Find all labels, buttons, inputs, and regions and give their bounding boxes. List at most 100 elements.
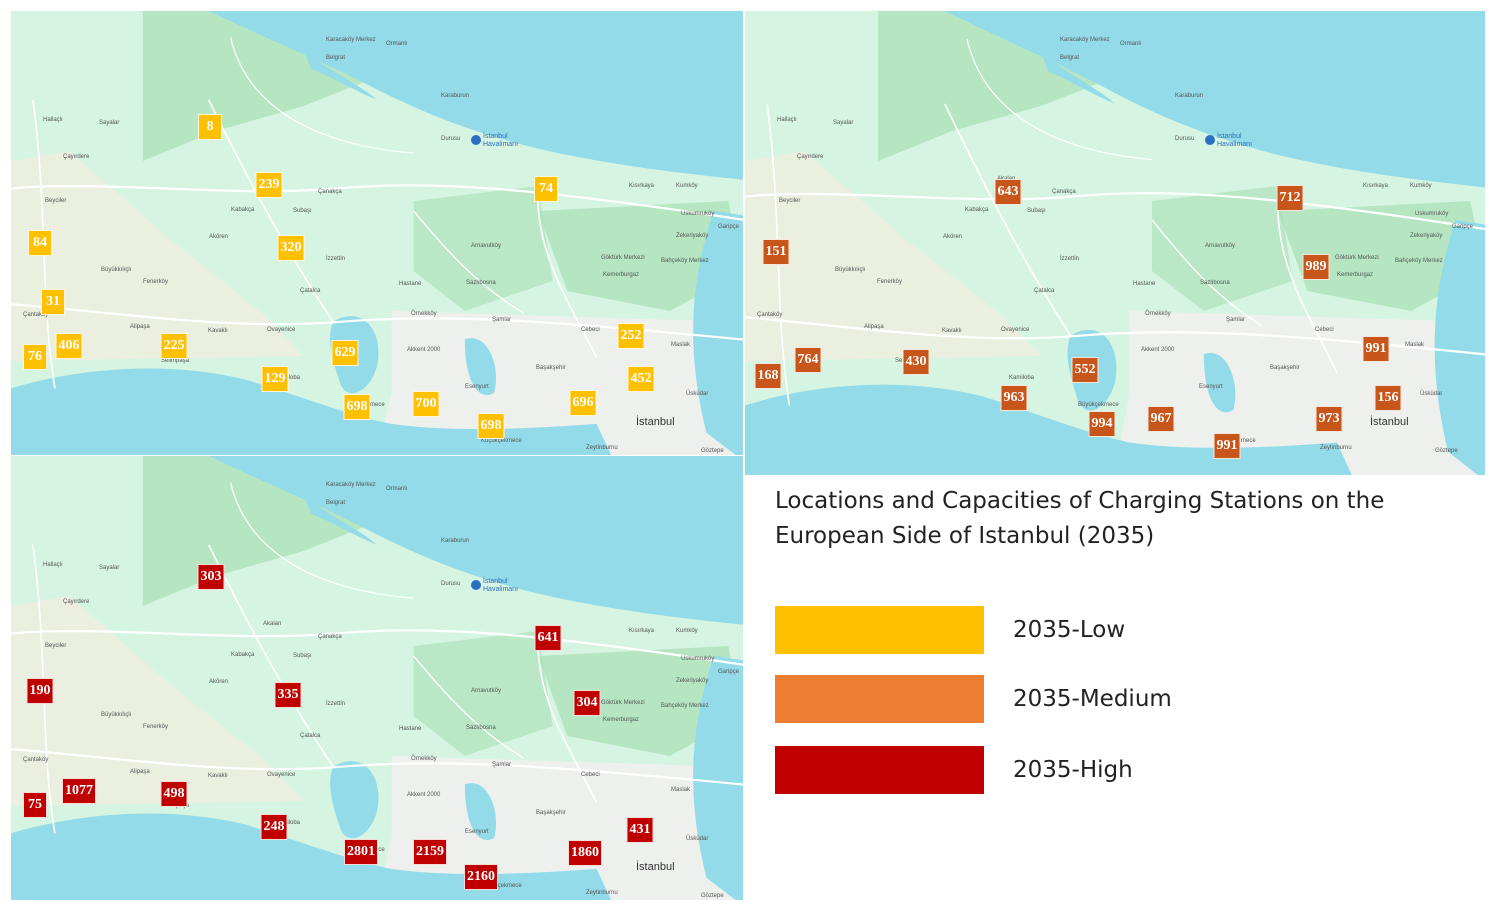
place-label: Kemerburgaz: [1337, 272, 1374, 278]
place-label: Durusu: [441, 136, 461, 142]
station-marker-low: 698: [343, 394, 371, 420]
place-label: Çayırdere: [63, 599, 90, 605]
place-label: Sayalar: [99, 120, 120, 126]
station-marker-medium: 764: [794, 347, 822, 373]
legend-swatch-medium: [775, 675, 984, 723]
legend-item-medium: 2035-Medium: [775, 675, 1172, 723]
station-marker-high: 248: [260, 814, 288, 840]
legend-label-high: 2035-High: [1013, 757, 1133, 783]
station-marker-high: 335: [274, 682, 302, 708]
place-label: Akören: [209, 234, 229, 240]
place-label: Karaburun: [1175, 93, 1204, 99]
station-marker-low: 700: [412, 391, 440, 417]
airport-icon: [471, 135, 481, 145]
place-label: Fenerköy: [143, 724, 169, 730]
place-label: Küçükçekmece: [481, 883, 522, 889]
place-label: Sazlıbosna: [466, 280, 496, 286]
place-label: Göztepe: [701, 448, 724, 454]
place-label: Beyciler: [45, 198, 67, 204]
station-marker-medium: 643: [994, 179, 1022, 205]
station-marker-medium: 994: [1088, 411, 1116, 437]
place-label: Hallaçlı: [777, 117, 797, 123]
station-marker-low: 8: [198, 114, 222, 140]
place-label: Karacaköy Merkez: [326, 482, 376, 488]
station-marker-high: 2159: [413, 839, 447, 865]
place-label: Uskumruköy: [681, 656, 715, 662]
station-marker-low: 239: [255, 172, 283, 198]
airport-label: İstanbul Havalimanı: [1217, 133, 1253, 148]
place-label: Karaburun: [441, 538, 470, 544]
place-label: Kamiloba: [275, 820, 301, 826]
place-label: Ormanlı: [386, 41, 408, 47]
place-label: Zekeriyaköy: [676, 233, 709, 239]
place-label: Çatalca: [300, 288, 321, 294]
place-label: Zekeriyaköy: [676, 678, 709, 684]
legend-item-low: 2035-Low: [775, 606, 1125, 654]
place-label: Kemerburgaz: [603, 717, 640, 723]
place-label: Büyükkılıçlı: [101, 267, 132, 273]
legend-title: Locations and Capacities of Charging Sta…: [775, 488, 1385, 549]
legend-item-high: 2035-High: [775, 746, 1133, 794]
place-label: Çayırdere: [63, 154, 90, 160]
airport-label: İstanbul Havalimanı: [483, 133, 519, 148]
station-marker-medium: 712: [1276, 185, 1304, 211]
station-marker-low: 76: [23, 344, 47, 370]
place-label: Kumköy: [676, 183, 698, 189]
place-label: Hastane: [399, 726, 422, 732]
place-label: Belgrat: [326, 500, 346, 506]
place-label: Arnavutköy: [1205, 243, 1236, 249]
place-label: Çatalca: [1034, 288, 1055, 294]
place-label: Bahçeköy Merkez: [1395, 258, 1443, 264]
station-marker-low: 31: [41, 289, 65, 315]
place-label: Zeytinburnu: [586, 445, 618, 451]
place-label: Büyükkılıçlı: [101, 712, 132, 718]
station-marker-high: 190: [26, 678, 54, 704]
place-label: Çantaköy: [23, 312, 49, 318]
place-label: Büyükkılıçlı: [835, 267, 866, 273]
station-marker-high: 431: [626, 817, 654, 843]
airport-label: İstanbul Havalimanı: [483, 578, 519, 593]
place-label: Subaşı: [1027, 208, 1046, 214]
place-label: Çantaköy: [23, 757, 49, 763]
place-label: Bahçeköy Merkez: [661, 258, 709, 264]
place-label: Çayırdere: [797, 154, 824, 160]
place-label: İstanbul: [636, 861, 675, 873]
place-label: Kısırkaya: [629, 628, 655, 634]
place-label: Subaşı: [293, 208, 312, 214]
place-label: Başakşehir: [536, 810, 566, 816]
place-label: Alipaşa: [864, 324, 884, 330]
station-marker-medium: 991: [1362, 336, 1390, 362]
place-label: Zeytinburnu: [1320, 445, 1352, 451]
place-label: Başakşehir: [1270, 365, 1300, 371]
station-marker-high: 2160: [464, 864, 498, 890]
place-label: Garipçe: [718, 669, 740, 675]
place-label: Durusu: [441, 581, 461, 587]
station-marker-low: 406: [55, 333, 83, 359]
place-label: Hallaçlı: [43, 117, 63, 123]
place-label: Esenyurt: [465, 829, 489, 835]
place-label: Kabakça: [231, 207, 255, 213]
place-label: Arnavutköy: [471, 688, 502, 694]
place-label: Şamlar: [492, 317, 512, 323]
legend-swatch-low: [775, 606, 984, 654]
place-label: Selimpaşa: [161, 358, 190, 364]
place-label: Küçükçekmece: [481, 438, 522, 444]
place-label: Üsküdar: [686, 836, 709, 842]
place-label: Alipaşa: [130, 769, 150, 775]
station-marker-low: 84: [28, 230, 52, 256]
place-label: Esenyurt: [1199, 384, 1223, 390]
place-label: Örnekköy: [1145, 311, 1171, 317]
place-label: Kavaklı: [208, 328, 228, 334]
place-label: Ovayenice: [267, 327, 296, 333]
station-marker-medium: 168: [754, 363, 782, 389]
place-label: Alipaşa: [130, 324, 150, 330]
legend-label-low: 2035-Low: [1013, 617, 1126, 643]
place-label: Sazlıbosna: [1200, 280, 1230, 286]
place-label: Maslak: [671, 342, 691, 348]
station-marker-low: 452: [627, 366, 655, 392]
station-marker-low: 629: [331, 340, 359, 366]
station-marker-high: 75: [23, 792, 47, 818]
place-label: Kabakça: [965, 207, 989, 213]
place-label: Bahçeköy Merkez: [661, 703, 709, 709]
place-label: Cebeci: [581, 327, 600, 333]
